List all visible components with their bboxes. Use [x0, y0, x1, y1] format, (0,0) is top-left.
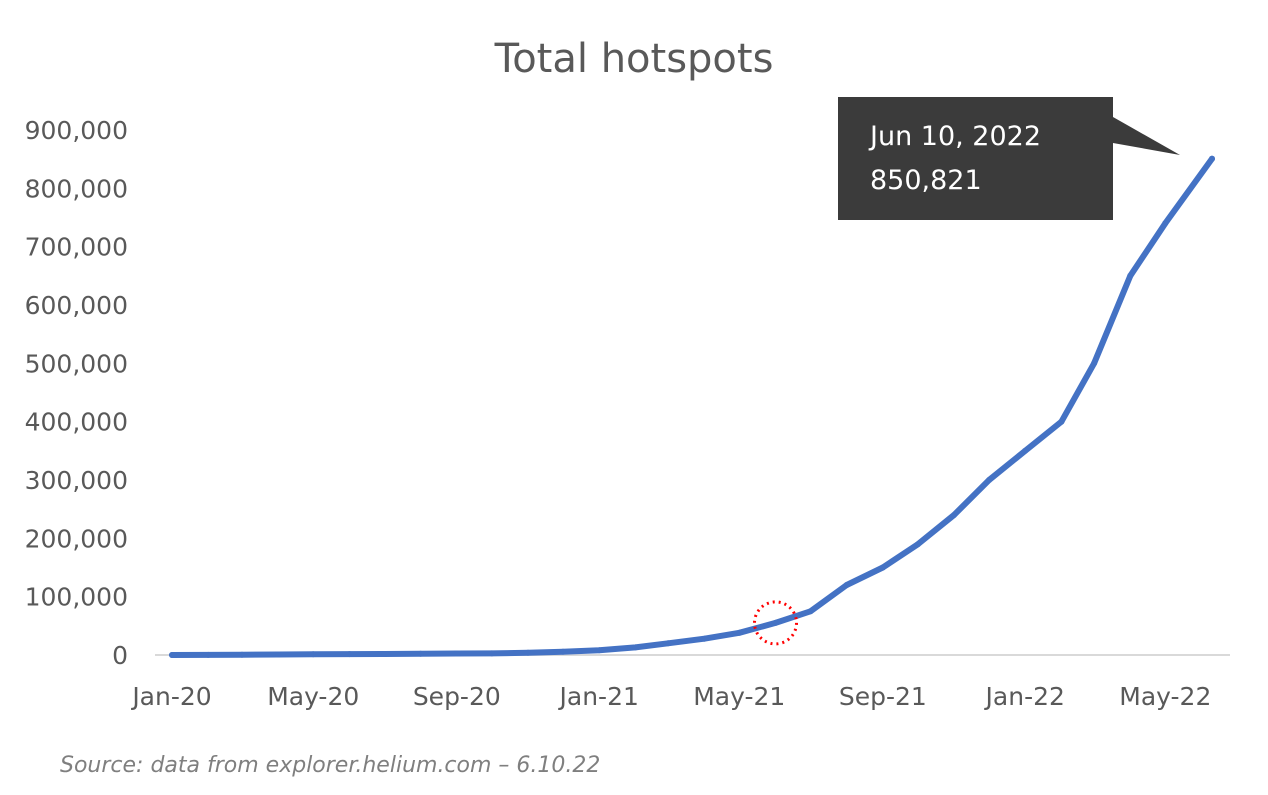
data-point: [1091, 360, 1098, 367]
x-tick-label: Jan-22: [984, 682, 1065, 711]
y-tick-label: 300,000: [25, 466, 128, 495]
y-tick-label: 500,000: [25, 349, 128, 378]
data-point: [239, 651, 245, 658]
x-tick-label: Sep-20: [413, 682, 501, 711]
data-point: [1162, 220, 1169, 227]
y-tick-label: 100,000: [25, 583, 128, 612]
callout: Jun 10, 2022 850,821: [838, 97, 1180, 220]
data-point: [736, 629, 743, 636]
data-point: [879, 564, 886, 571]
data-point: [346, 651, 353, 658]
y-tick-label: 600,000: [25, 291, 128, 320]
y-tick-label: 700,000: [25, 233, 128, 262]
y-axis: 0 100,000 200,000 300,000 400,000 500,000 600,…: [25, 116, 128, 670]
x-tick-label: Jan-20: [130, 682, 211, 711]
data-point: [381, 651, 388, 657]
data-point: [807, 608, 814, 615]
y-tick-label: 900,000: [25, 116, 128, 145]
highlight-circle: [753, 600, 798, 646]
x-tick-label: May-22: [1119, 682, 1211, 711]
chart-title: Total hotspots: [494, 36, 774, 82]
y-tick-label: 400,000: [25, 408, 128, 437]
x-axis: Jan-20 May-20 Sep-20 Jan-21 May-21 Sep-21 Jan-…: [130, 682, 1211, 711]
x-tick-label: Sep-21: [839, 682, 927, 711]
x-tick-label: May-21: [693, 682, 785, 711]
series-line-total-hotspots: [169, 155, 1215, 658]
data-point: [701, 635, 708, 642]
y-tick-label: 0: [112, 641, 128, 670]
data-point: [665, 640, 672, 647]
data-point: [772, 619, 779, 626]
data-point: [1209, 155, 1215, 162]
data-point: [488, 650, 495, 657]
x-tick-label: May-20: [267, 682, 359, 711]
callout-date: Jun 10, 2022: [868, 121, 1041, 152]
y-tick-label: 200,000: [25, 524, 128, 553]
data-point: [205, 651, 212, 658]
y-tick-label: 800,000: [25, 174, 128, 203]
data-point: [914, 541, 921, 548]
data-point: [843, 582, 850, 588]
data-point: [417, 650, 424, 657]
data-point: [596, 647, 603, 654]
data-point: [1058, 418, 1065, 425]
data-point: [1022, 447, 1029, 454]
source-note: Source: data from explorer.helium.com – …: [60, 753, 600, 778]
data-point: [560, 648, 566, 655]
data-point: [986, 477, 993, 483]
data-point: [453, 650, 460, 657]
data-point: [169, 652, 175, 658]
data-point: [275, 651, 282, 658]
data-point: [1127, 272, 1134, 279]
callout-box: [838, 97, 1180, 220]
data-point: [525, 649, 531, 656]
data-points: [169, 155, 1215, 658]
data-point: [632, 644, 639, 651]
callout-value: 850,821: [870, 165, 982, 196]
data-point: [310, 651, 317, 658]
x-tick-label: Jan-21: [558, 682, 639, 711]
data-point: [951, 512, 957, 518]
